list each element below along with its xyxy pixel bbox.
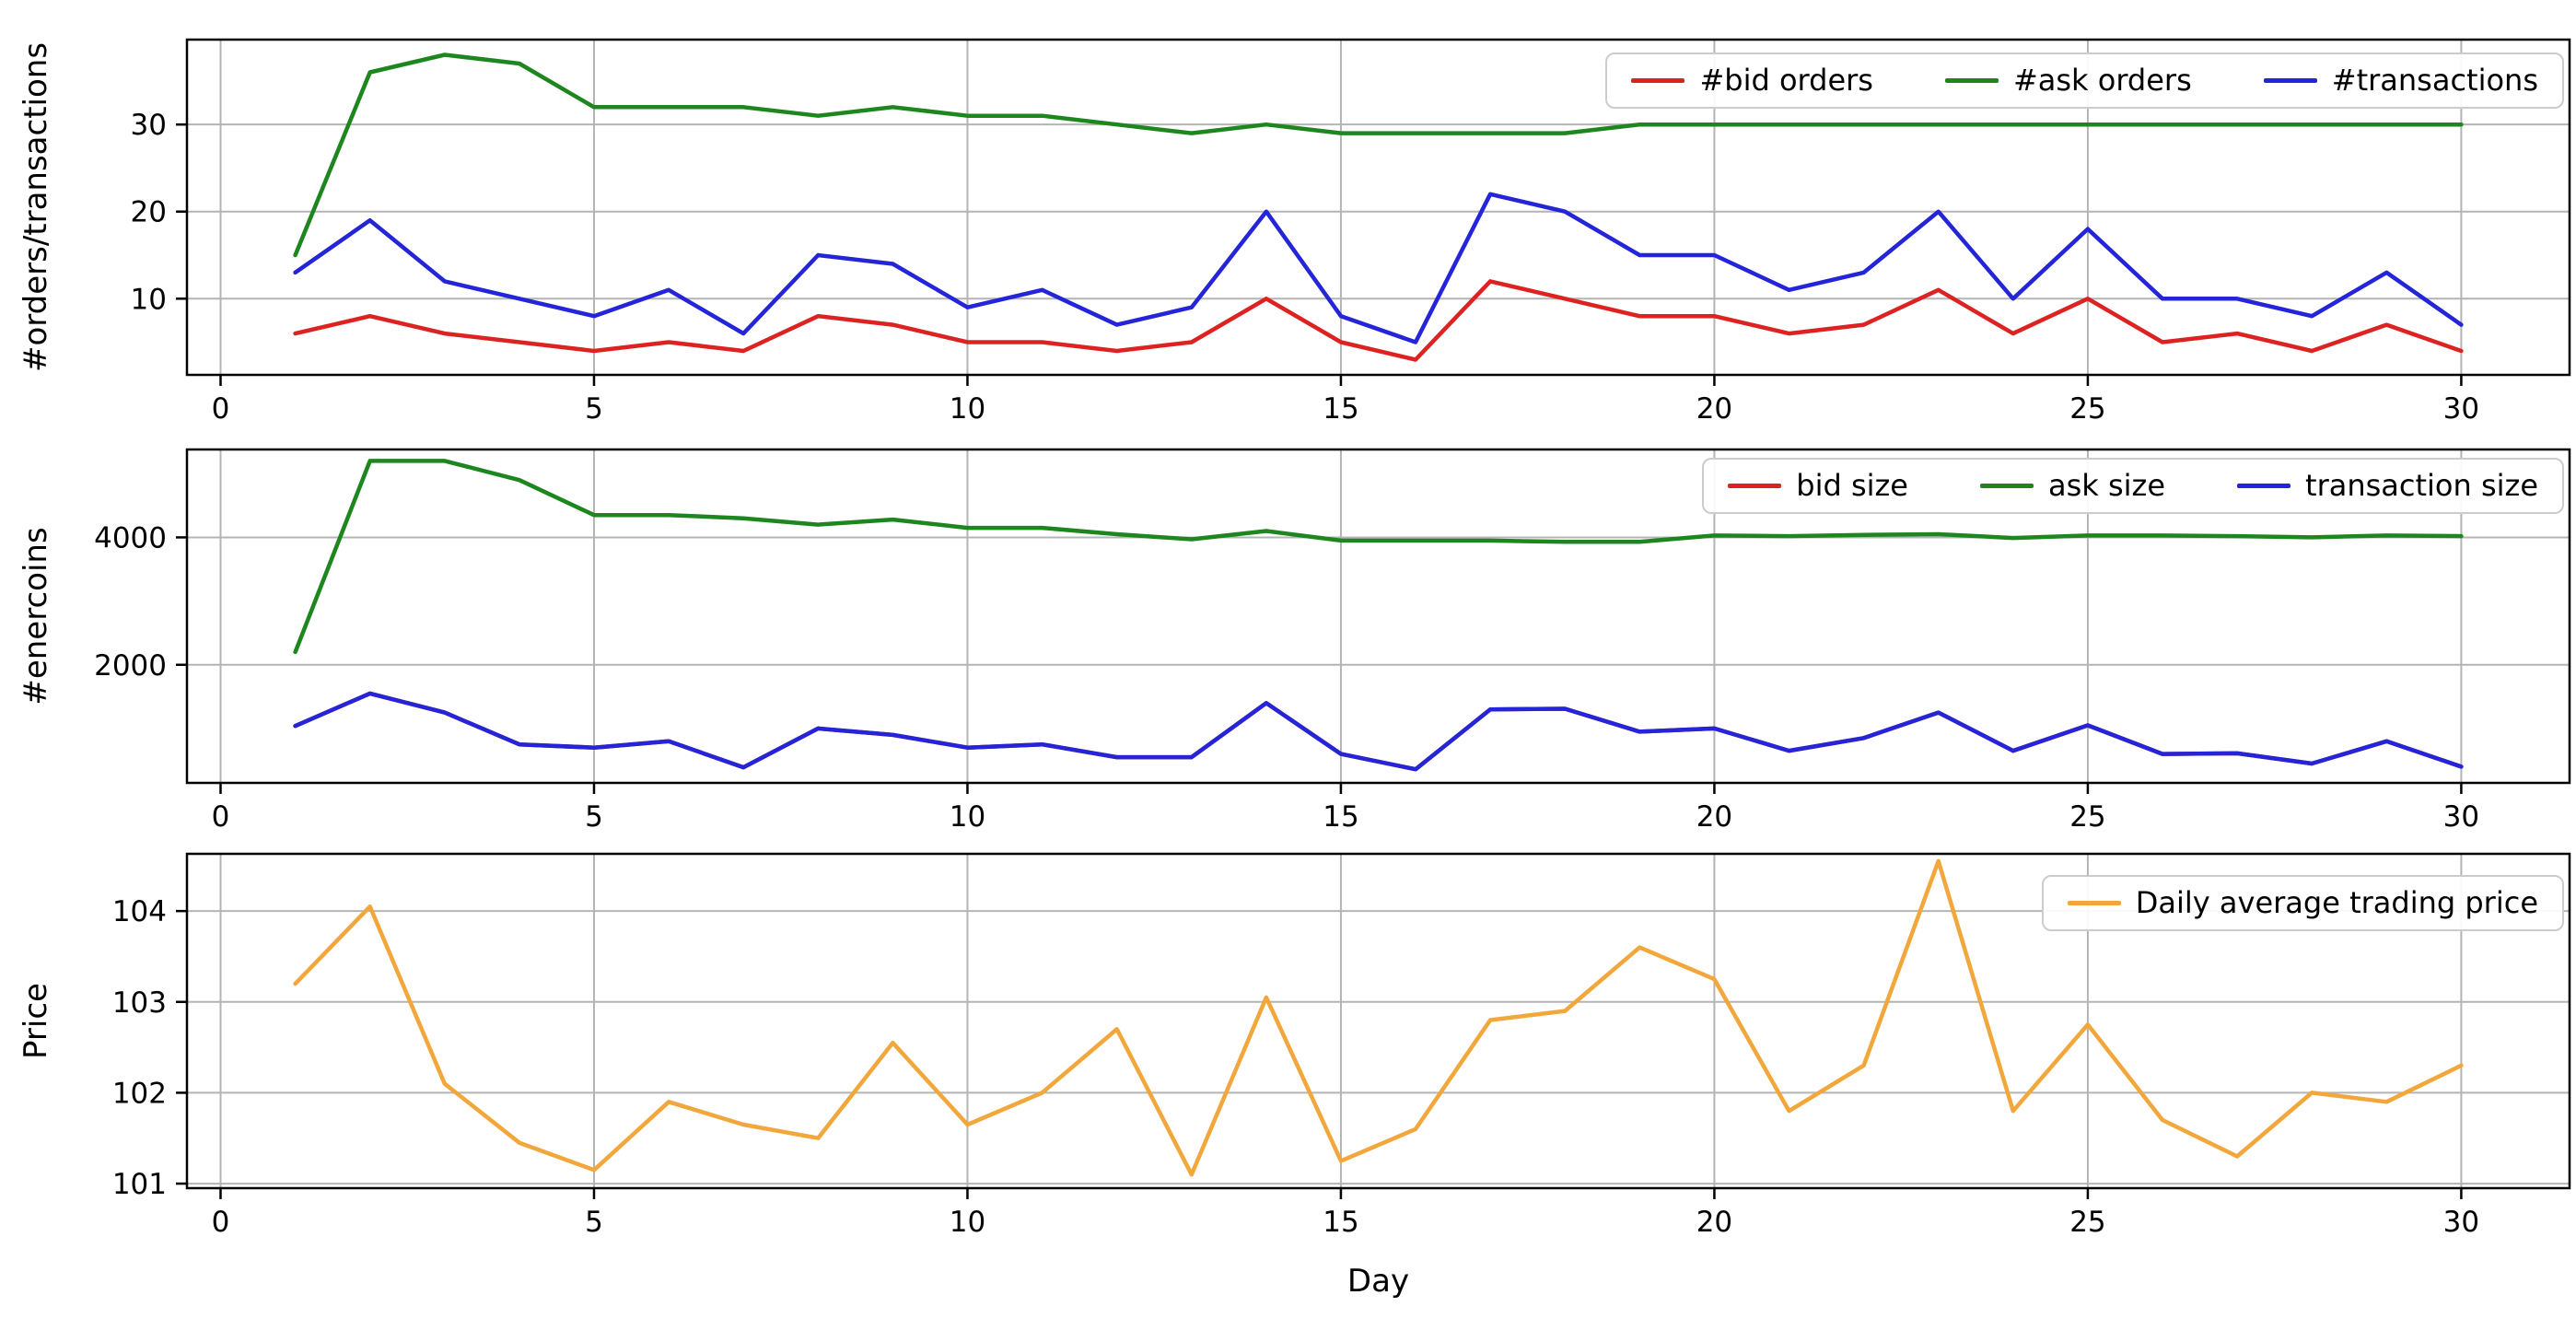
x-tick-label: 0	[212, 392, 230, 426]
x-tick-label: 25	[2069, 1206, 2105, 1239]
y-tick-label: 103	[112, 986, 167, 1020]
x-tick-label: 5	[585, 800, 603, 834]
x-tick-label: 0	[212, 1206, 230, 1239]
legend-label: transaction size	[2305, 468, 2538, 503]
legend-subplot-3: Daily average trading price	[2041, 875, 2564, 932]
x-tick-label: 30	[2443, 392, 2479, 426]
legend-item-transaction-size: transaction size	[2237, 468, 2538, 503]
x-tick-label: 10	[950, 392, 985, 426]
legend-item-ask-size: ask size	[1979, 468, 2166, 503]
series-line-transactions	[293, 192, 2464, 344]
y-tick-label: 101	[112, 1168, 167, 1201]
series-line-daily-average-trading-price	[293, 858, 2464, 1177]
x-tick-label: 25	[2069, 800, 2105, 834]
legend-label: #transactions	[2331, 63, 2538, 98]
legend-subplot-2: bid size ask size transaction size	[1702, 458, 2564, 515]
x-tick-label: 10	[950, 800, 985, 834]
y-tick-label: 10	[131, 283, 167, 316]
x-tick-label: 15	[1323, 1206, 1358, 1239]
legend-label: ask size	[2047, 468, 2166, 503]
y-axis-label: Price	[17, 983, 54, 1059]
legend-subplot-1: #bid orders #ask orders #transactions	[1605, 52, 2564, 110]
x-tick-label: 15	[1323, 800, 1358, 834]
legend-line-swatch-icon	[2263, 78, 2317, 84]
x-tick-label: 20	[1696, 800, 1732, 834]
y-tick-label: 4000	[94, 521, 167, 554]
x-tick-label: 20	[1696, 1206, 1732, 1239]
y-axis-label: #orders/transactions	[17, 42, 54, 372]
y-tick-label: 20	[131, 196, 167, 229]
x-tick-label: 25	[2069, 392, 2105, 426]
subplot-2: 0 5 10 15 20 25 30 2000 4000 #enercoins	[17, 448, 2571, 834]
y-tick-label: 30	[131, 109, 167, 142]
plot-border	[185, 38, 2571, 377]
legend-line-swatch-icon	[1728, 484, 1782, 489]
x-tick-label: 0	[212, 800, 230, 834]
legend-line-swatch-icon	[1944, 78, 1999, 84]
series-line-transaction-size	[293, 691, 2464, 772]
x-tick-label: 5	[585, 392, 603, 426]
x-tick-label: 10	[950, 1206, 985, 1239]
x-axis-label: Day	[1347, 1263, 1409, 1300]
legend-item-transactions: #transactions	[2263, 63, 2538, 98]
series-line-bid-size	[293, 691, 2464, 772]
series-line-ask-size	[293, 459, 2464, 655]
series-line-ask-orders	[293, 52, 2464, 258]
series-line-bid-orders	[293, 279, 2464, 362]
plot-border	[185, 448, 2571, 785]
legend-label: #ask orders	[2012, 63, 2192, 98]
y-tick-label: 102	[112, 1077, 167, 1110]
subplot-3: 0 5 10 15 20 25 30 101 102 103 104 Price Day	[17, 852, 2571, 1300]
legend-item-ask-orders: #ask orders	[1944, 63, 2192, 98]
legend-label: #bid orders	[1699, 63, 1873, 98]
x-tick-label: 15	[1323, 392, 1358, 426]
legend-item-bid-size: bid size	[1728, 468, 1908, 503]
legend-item-bid-orders: #bid orders	[1631, 64, 1873, 97]
legend-line-swatch-icon	[1631, 78, 1685, 84]
legend-item-daily-average-trading-price: Daily average trading price	[2067, 885, 2538, 920]
plot-border	[185, 852, 2571, 1190]
legend-line-swatch-icon	[1979, 484, 2034, 489]
legend-line-swatch-icon	[2067, 901, 2121, 906]
y-axis-label: #enercoins	[17, 527, 54, 705]
x-tick-label: 30	[2443, 800, 2479, 834]
x-tick-label: 5	[585, 1206, 603, 1239]
y-tick-label: 2000	[94, 649, 167, 682]
y-tick-label: 104	[112, 895, 167, 928]
x-tick-label: 30	[2443, 1206, 2479, 1239]
legend-label: bid size	[1796, 468, 1908, 503]
legend-label: Daily average trading price	[2135, 885, 2538, 920]
x-tick-label: 20	[1696, 392, 1732, 426]
legend-line-swatch-icon	[2237, 484, 2291, 489]
